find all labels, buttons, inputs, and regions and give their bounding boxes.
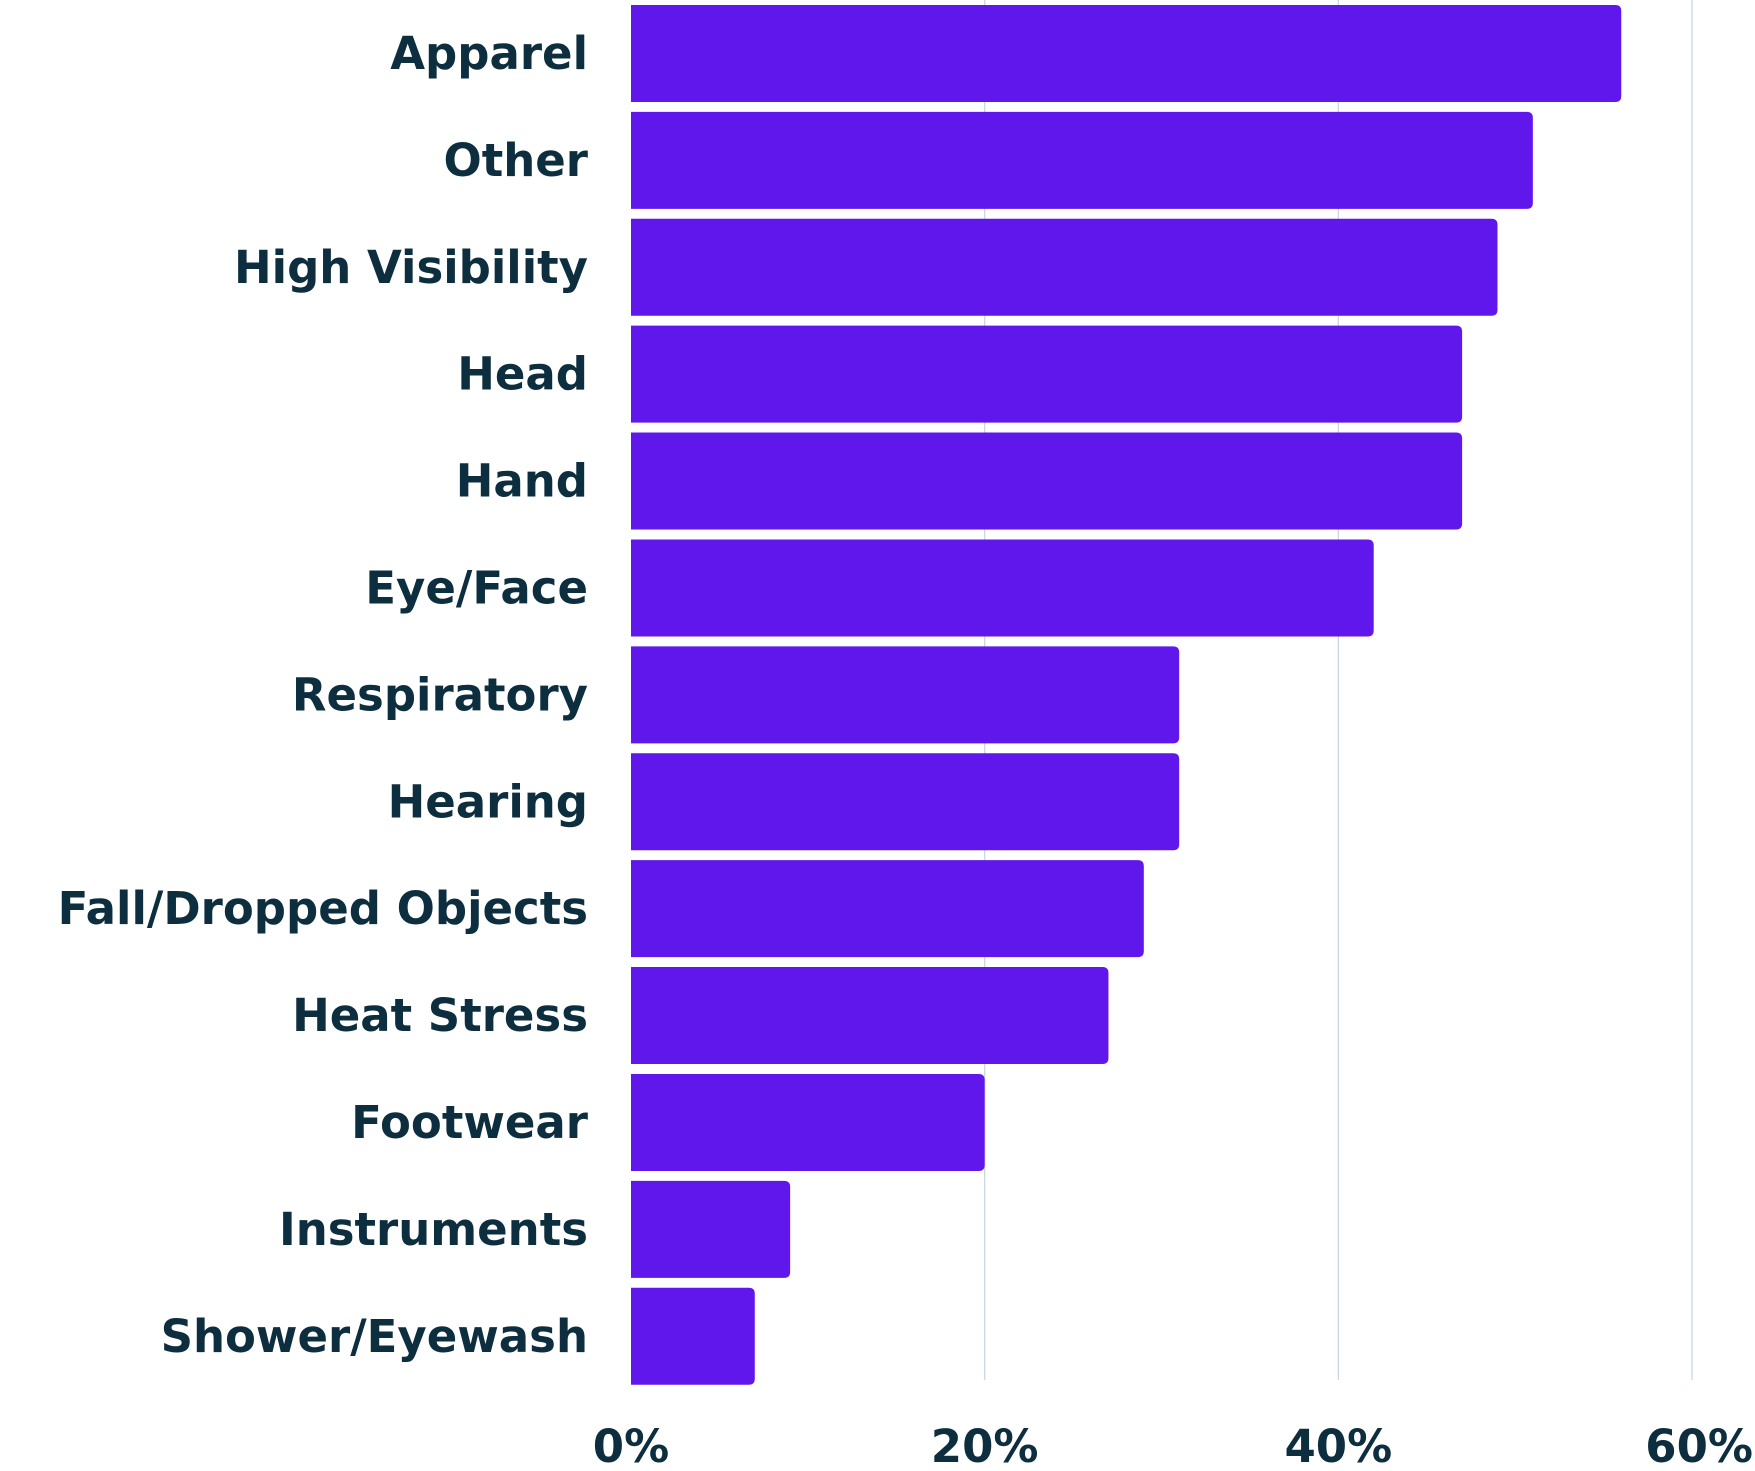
category-label-apparel: Apparel [390,27,588,80]
x-tick-label-20: 20% [931,1420,1039,1471]
category-label-head: Head [457,348,588,401]
category-label-heat-stress: Heat Stress [292,989,588,1042]
category-label-shower-eyewash: Shower/Eyewash [161,1310,588,1363]
bar-hand [631,432,1463,530]
category-label-hearing: Hearing [388,775,588,828]
category-label-footwear: Footwear [351,1096,589,1149]
bar-high-visibility [631,218,1498,316]
bar-shower-eyewash [631,1287,755,1385]
bar-fall-dropped-objects [631,860,1144,958]
bar-apparel [631,4,1622,102]
bar-footwear [631,1073,985,1171]
category-label-respiratory: Respiratory [292,668,588,721]
x-tick-label-60: 60% [1645,1420,1753,1471]
category-label-instruments: Instruments [279,1203,588,1256]
bars [631,4,1622,1385]
bar-eye-face [631,539,1374,637]
category-label-eye-face: Eye/Face [365,561,588,614]
x-axis-tick-labels: 0% 20% 40% 60% [593,1420,1753,1471]
category-label-fall-dropped-objects: Fall/Dropped Objects [58,882,588,935]
category-labels: Apparel Other High Visibility Head Hand Eye/F… [58,27,589,1363]
bar-head [631,325,1463,423]
x-tick-label-0: 0% [593,1420,669,1471]
category-label-other: Other [443,134,588,187]
bar-instruments [631,1180,791,1278]
x-tick-label-40: 40% [1284,1420,1392,1471]
bar-other [631,111,1533,209]
bar-hearing [631,753,1180,851]
bar-respiratory [631,646,1180,744]
bar-heat-stress [631,967,1109,1065]
category-label-hand: Hand [456,455,588,508]
category-label-high-visibility: High Visibility [234,241,588,294]
